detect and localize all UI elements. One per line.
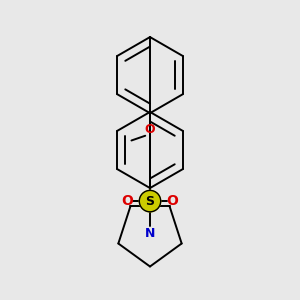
- Text: O: O: [167, 194, 178, 208]
- Text: O: O: [122, 194, 133, 208]
- Circle shape: [139, 190, 161, 212]
- Text: N: N: [145, 227, 155, 240]
- Text: O: O: [145, 123, 155, 136]
- Text: S: S: [146, 195, 154, 208]
